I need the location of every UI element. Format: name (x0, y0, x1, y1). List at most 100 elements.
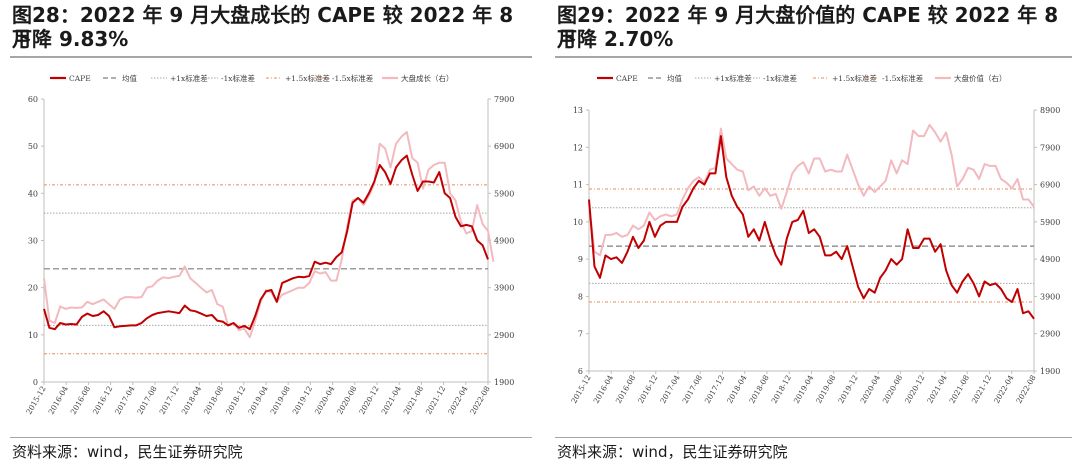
x-tick-label: 2021-08 (948, 373, 971, 405)
x-tick-label: 2015-12 (24, 384, 47, 416)
y-right-tick-label: 3900 (1040, 292, 1060, 301)
x-tick-label: 2019-08 (814, 373, 837, 405)
y-left-tick-label: 0 (33, 378, 38, 387)
x-tick-label: 2018-04 (180, 384, 203, 416)
x-tick-label: 2019-08 (269, 384, 292, 416)
legend-label: -1x标准差 (221, 73, 256, 83)
x-tick-label: 2021-04 (925, 373, 948, 405)
legend-label: +1.5x标准差 (285, 73, 330, 83)
y-left-tick-label: 9 (578, 255, 583, 264)
legend-label: 均值 (122, 73, 137, 83)
x-tick-label: 2016-08 (614, 373, 637, 405)
x-tick-label: 2021-04 (380, 384, 403, 416)
x-tick-label: 2019-12 (291, 384, 314, 416)
y-right-tick-label: 2900 (1040, 330, 1060, 339)
x-tick-label: 2020-04 (859, 373, 882, 405)
x-tick-label: 2018-12 (224, 384, 247, 416)
y-right-tick-label: 2900 (494, 331, 514, 340)
y-right-tick-label: 4900 (494, 237, 514, 246)
y-left-tick-label: 12 (573, 143, 583, 152)
y-left-tick-label: 10 (573, 218, 583, 227)
y-left-tick-label: 13 (573, 106, 583, 115)
y-right-tick-label: 4900 (1040, 255, 1060, 264)
legend-label: CAPE (69, 74, 91, 83)
cape-series-line (588, 135, 1035, 320)
x-tick-label: 2019-12 (836, 373, 859, 405)
x-tick-label: 2020-04 (313, 384, 336, 416)
cape-chart-large-value: 6 7 8 9 10 11 12 13 1900 2900 3900 4900 5900 6900 7900… (569, 73, 1060, 405)
x-tick-label: 2017-12 (703, 373, 726, 405)
x-tick-label: 2016-08 (69, 384, 92, 416)
x-tick-label: 2016-04 (592, 373, 615, 405)
x-tick-label: 2022-04 (992, 373, 1015, 405)
x-tick-label: 2022-04 (446, 384, 469, 416)
y-right-tick-label: 5900 (1040, 218, 1060, 227)
y-right-tick-label: 6900 (494, 142, 514, 151)
cape-series-line (43, 154, 489, 331)
x-tick-label: 2022-08 (468, 384, 491, 416)
x-tick-label: 2021-12 (424, 384, 447, 416)
y-left-tick-label: 7 (578, 330, 583, 339)
x-tick-label: 2016-04 (47, 384, 70, 416)
index-series-line (43, 131, 495, 339)
y-right-tick-label: 6900 (1040, 181, 1060, 190)
x-tick-label: 2016-12 (91, 384, 114, 416)
figure-title-line1: 图29：2022 年 9 月大盘价值的 CAPE 较 2022 年 8 月 (557, 3, 1059, 51)
y-right-tick-label: 1900 (494, 378, 514, 387)
y-right-tick-label: 5900 (494, 189, 514, 198)
y-right-tick-label: 7900 (1040, 143, 1060, 152)
x-tick-label: 2019-04 (246, 384, 269, 416)
legend-label: +1x标准差 (714, 73, 752, 83)
figure-title-line1: 图28：2022 年 9 月大盘成长的 CAPE 较 2022 年 8 月 (12, 3, 514, 51)
y-left-tick-label: 10 (28, 331, 38, 340)
x-tick-label: 2017-04 (658, 373, 681, 405)
legend-label: +1.5x标准差 (832, 73, 877, 83)
y-left-tick-label: 40 (28, 189, 38, 198)
y-left-tick-label: 8 (578, 292, 583, 301)
legend-label: 大盘价值（右） (954, 73, 1007, 83)
figure-title-line2: 下降 9.83% (12, 27, 129, 51)
y-right-tick-label: 8900 (1040, 106, 1060, 115)
legend-label: 大盘成长（右） (401, 73, 454, 83)
y-left-tick-label: 11 (573, 181, 583, 190)
y-left-tick-label: 60 (28, 95, 38, 104)
x-tick-label: 2019-04 (792, 373, 815, 405)
source-divider (10, 437, 532, 438)
x-tick-label: 2018-08 (202, 384, 225, 416)
y-right-tick-label: 1900 (1040, 367, 1060, 376)
x-tick-label: 2022-08 (1014, 373, 1037, 405)
x-tick-label: 2018-12 (770, 373, 793, 405)
x-tick-label: 2017-08 (135, 384, 158, 416)
figure-title-line2: 下降 2.70% (557, 27, 674, 51)
x-tick-label: 2016-12 (636, 373, 659, 405)
x-tick-label: 2017-12 (158, 384, 181, 416)
y-left-tick-label: 6 (578, 367, 583, 376)
y-right-tick-label: 3900 (494, 284, 514, 293)
source-divider (555, 437, 1072, 438)
x-tick-label: 2018-08 (747, 373, 770, 405)
x-tick-label: 2021-12 (970, 373, 993, 405)
x-tick-label: 2020-12 (357, 384, 380, 416)
y-left-tick-label: 20 (28, 284, 38, 293)
y-left-tick-label: 30 (28, 237, 38, 246)
legend-label: -1x标准差 (763, 73, 798, 83)
legend-label: CAPE (616, 74, 638, 83)
x-tick-label: 2020-08 (881, 373, 904, 405)
x-tick-label: 2020-08 (335, 384, 358, 416)
legend-label: -1.5x标准差 (882, 73, 924, 83)
legend-label: 均值 (667, 73, 682, 83)
source-note: 资料来源：wind，民生证券研究院 (12, 443, 243, 461)
chart-panel-large-growth: 图28：2022 年 9 月大盘成长的 CAPE 较 2022 年 8 月 下降… (10, 3, 532, 461)
x-tick-label: 2017-08 (681, 373, 704, 405)
source-note: 资料来源：wind，民生证券研究院 (557, 443, 788, 461)
legend-label: -1.5x标准差 (332, 73, 374, 83)
index-series-line (588, 123, 1035, 257)
chart-panel-large-value: 图29：2022 年 9 月大盘价值的 CAPE 较 2022 年 8 月 下降… (545, 0, 1080, 467)
cape-chart-large-growth: 0 10 20 30 40 50 60 1900 2900 3900 4900 5900 6900 790… (24, 73, 514, 416)
x-tick-label: 2018-04 (725, 373, 748, 405)
y-right-tick-label: 7900 (494, 95, 514, 104)
legend-label: +1x标准差 (170, 73, 208, 83)
title-divider (555, 56, 1072, 58)
x-tick-label: 2021-08 (402, 384, 425, 416)
x-tick-label: 2015-12 (569, 373, 592, 405)
